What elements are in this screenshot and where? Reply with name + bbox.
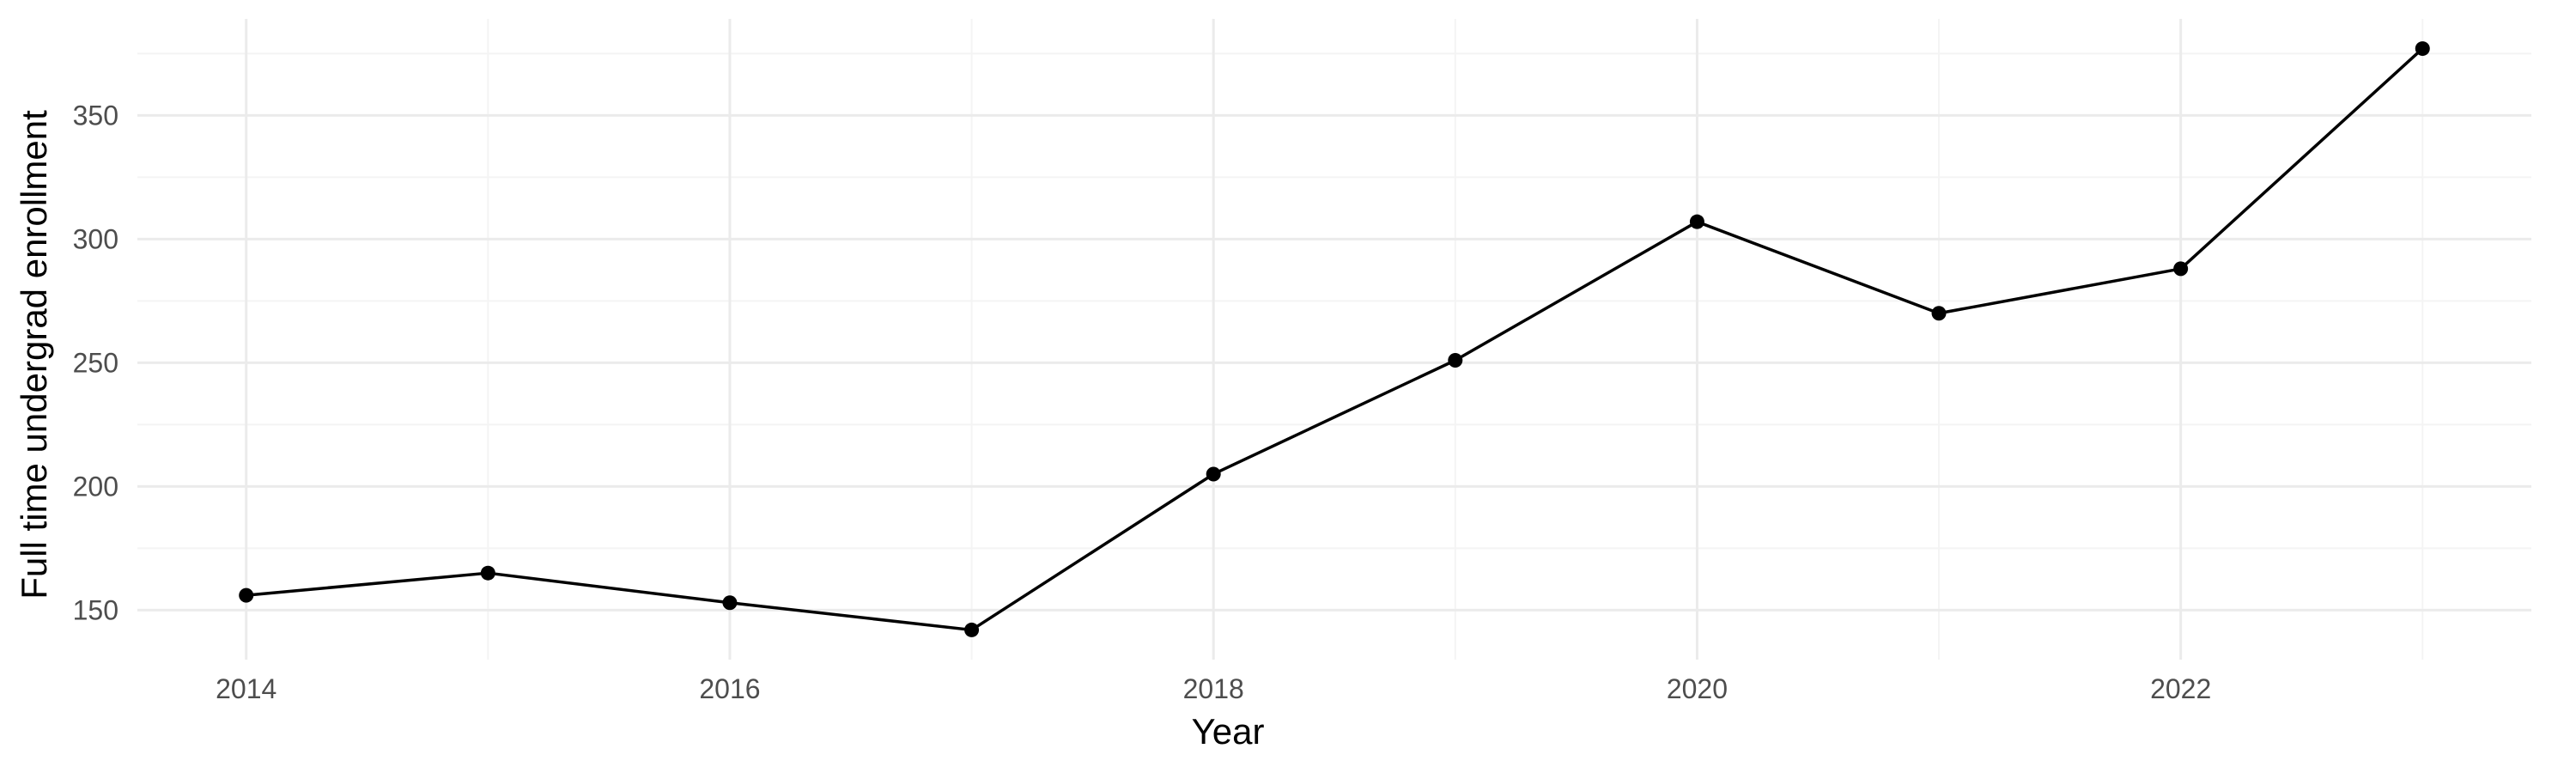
data-point [1931, 306, 1947, 321]
x-tick-label: 2014 [216, 673, 276, 704]
data-point [1689, 214, 1704, 229]
x-tick-label: 2020 [1667, 673, 1728, 704]
x-tick-label: 2018 [1183, 673, 1244, 704]
series-line [246, 47, 2424, 632]
major-gridlines [137, 19, 2531, 660]
x-tick-label: 2016 [699, 673, 760, 704]
data-point [964, 622, 980, 637]
x-axis-tick-labels: 2014 2016 2018 2020 2022 [216, 673, 2211, 704]
y-axis-tick-labels: 150 200 250 300 350 [73, 100, 118, 625]
series-layer [239, 41, 2430, 637]
minor-gridlines [137, 19, 2531, 660]
data-point [1448, 352, 1463, 368]
data-point [1206, 466, 1221, 482]
y-tick-label: 150 [73, 594, 118, 625]
y-axis-title: Full time undergrad enrollment [14, 110, 54, 600]
data-point [722, 595, 738, 611]
data-point [239, 587, 254, 603]
y-tick-label: 300 [73, 223, 118, 254]
y-tick-label: 350 [73, 100, 118, 131]
y-tick-label: 250 [73, 347, 118, 378]
x-tick-label: 2022 [2150, 673, 2211, 704]
data-point [2415, 41, 2430, 57]
data-point [480, 565, 495, 581]
y-tick-label: 200 [73, 471, 118, 502]
x-axis-title: Year [1192, 711, 1265, 752]
data-point [2173, 261, 2189, 277]
